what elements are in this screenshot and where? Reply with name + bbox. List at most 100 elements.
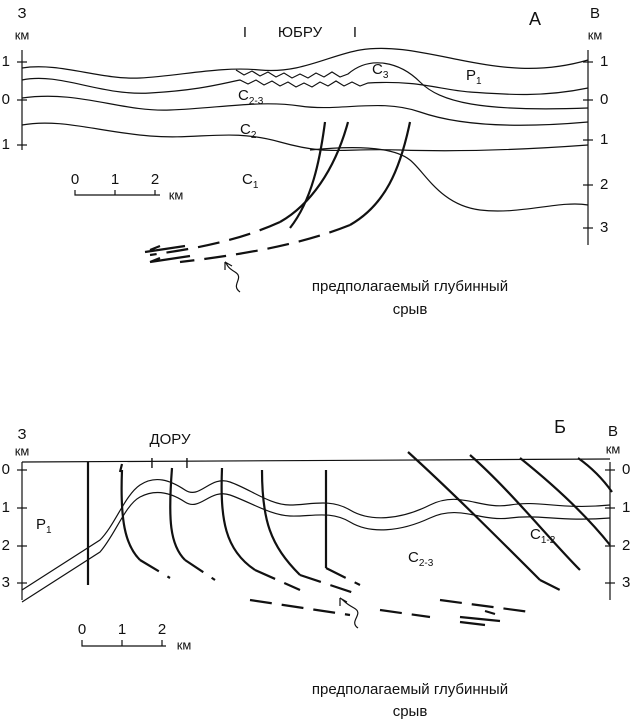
west: З	[17, 5, 26, 22]
layer-label: C1-2	[530, 526, 556, 546]
slip-arrows	[144, 244, 191, 264]
surface	[21, 47, 589, 79]
tick-label: 1	[622, 499, 630, 516]
tick-label: 2	[600, 176, 608, 193]
mark: I	[150, 455, 154, 472]
fault	[289, 121, 327, 229]
fault-dashed	[139, 559, 561, 619]
panel-b: З км В км Б ДОРУ I I 0 1 2 3 0 1 2 3 предполага…	[2, 417, 631, 720]
slip-arrows	[459, 609, 501, 627]
fault-dashed	[179, 223, 351, 264]
layer-index: 2-3	[419, 558, 434, 569]
tick-label: 3	[622, 574, 630, 591]
layer-label: C2-3	[238, 87, 264, 107]
caption: предполагаемый глубинный	[312, 278, 508, 295]
tick-label: 2	[2, 537, 10, 554]
layer-index: 2-3	[249, 96, 264, 107]
layer-index: 1-2	[541, 535, 556, 546]
fault	[407, 451, 541, 581]
tick-label: 0	[2, 461, 10, 478]
mark: I	[185, 455, 189, 472]
mark: I	[243, 24, 247, 41]
layer-index: 2	[251, 130, 257, 141]
east: В	[590, 5, 600, 22]
layer-boundary	[21, 491, 611, 603]
fault	[118, 463, 141, 561]
layer-label: C3	[372, 61, 389, 81]
layer-label: C2-3	[408, 549, 434, 569]
east: В	[608, 423, 618, 440]
scale-tick: 2	[151, 171, 159, 188]
scale-tick: 0	[71, 171, 79, 188]
layer-boundary	[21, 122, 589, 152]
tick-label: 0	[2, 91, 10, 108]
mark: I	[353, 24, 357, 41]
panel-letter: А	[529, 9, 541, 29]
scale-tick: 0	[78, 621, 86, 638]
fault	[279, 121, 350, 223]
scale-unit: км	[169, 187, 184, 202]
tick-label: 1	[2, 499, 10, 516]
layer-index: 3	[383, 70, 389, 81]
scale-bar	[81, 640, 166, 647]
scale-tick: 1	[111, 171, 119, 188]
layer-boundary	[235, 62, 589, 110]
fault	[577, 457, 613, 493]
pointer	[224, 261, 241, 293]
fault	[220, 467, 256, 571]
tick-label: 1	[600, 131, 608, 148]
caption: срыв	[393, 301, 428, 318]
layer-label: C2	[240, 121, 257, 141]
tick-label: 1	[600, 53, 608, 70]
unit: км	[588, 27, 603, 42]
fault	[169, 467, 186, 561]
layer-symbol: C	[242, 171, 253, 188]
unit: км	[15, 443, 30, 458]
layer-symbol: P	[466, 67, 476, 84]
tick-label: 3	[600, 219, 608, 236]
tick-label: 1	[2, 53, 10, 70]
caption: срыв	[393, 703, 428, 720]
caption: предполагаемый глубинный	[312, 681, 508, 698]
fault	[519, 457, 611, 546]
layer-label: P1	[466, 67, 482, 87]
layer-boundary	[21, 77, 589, 96]
structure-name: ЮБРУ	[278, 24, 323, 41]
layer-index: 1	[253, 180, 259, 191]
panel-a: З км В км А I ЮБРУ I 1 0 1 1 0 1 2 3 предполага…	[2, 5, 609, 318]
layer-symbol: C	[238, 87, 249, 104]
layer-boundary	[21, 95, 589, 126]
panel-letter: Б	[554, 417, 566, 437]
layer-boundary	[309, 147, 589, 212]
unit: км	[15, 27, 30, 42]
scale-bar	[74, 190, 160, 196]
layer-index: 1	[46, 525, 52, 536]
tick-label: 2	[622, 537, 630, 554]
layer-symbol: C	[240, 121, 251, 138]
layer-label: P1	[36, 516, 52, 536]
layer-label: C1	[242, 171, 259, 191]
layer-boundary	[21, 478, 611, 591]
unit: км	[606, 441, 621, 456]
scale-tick: 2	[158, 621, 166, 638]
fault	[469, 454, 581, 571]
fault	[260, 469, 301, 576]
west: З	[17, 426, 26, 443]
layer-symbol: P	[36, 516, 46, 533]
tick-label: 3	[2, 574, 10, 591]
tick-label: 1	[2, 136, 10, 153]
layer-symbol: C	[372, 61, 383, 78]
fault	[349, 121, 412, 226]
layer-symbol: C	[408, 549, 419, 566]
layer-index: 1	[476, 76, 482, 87]
fault-dashed	[149, 220, 281, 257]
pointer	[339, 597, 359, 629]
scale-tick: 1	[118, 621, 126, 638]
tick-label: 0	[600, 91, 608, 108]
layer-symbol: C	[530, 526, 541, 543]
surface	[21, 458, 611, 463]
scale-unit: км	[177, 637, 192, 652]
structure-name: ДОРУ	[149, 431, 191, 448]
tick-label: 0	[622, 461, 630, 478]
